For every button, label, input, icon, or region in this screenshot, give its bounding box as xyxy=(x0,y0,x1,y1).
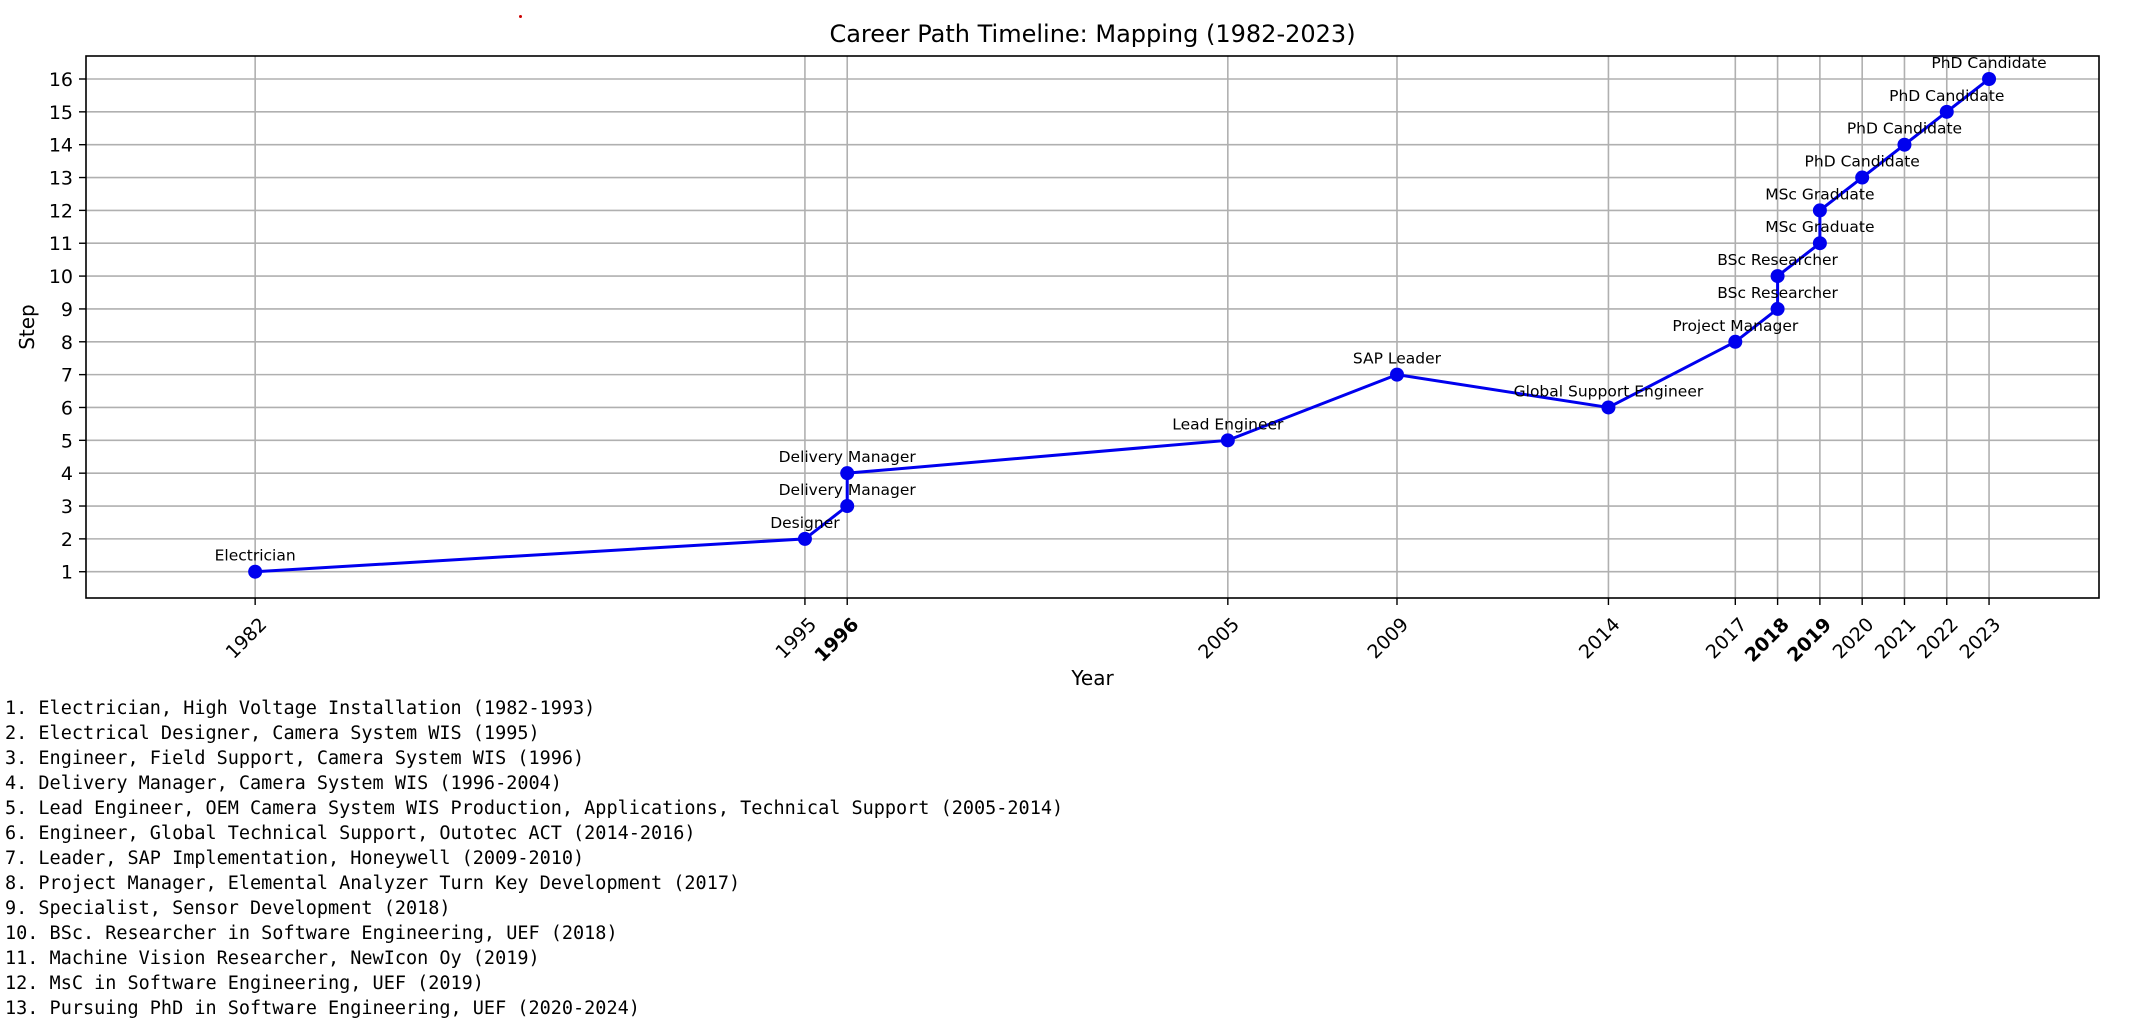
career-list-item: 5. Lead Engineer, OEM Camera System WIS … xyxy=(5,798,1064,819)
career-step-marker xyxy=(840,499,855,514)
y-tick-label: 13 xyxy=(49,168,73,190)
career-list-item: 9. Specialist, Sensor Development (2018) xyxy=(5,898,451,919)
y-tick-label: 14 xyxy=(49,135,73,157)
x-tick-label: 2009 xyxy=(1363,614,1413,664)
stray-red-dot xyxy=(519,15,522,18)
career-step-marker xyxy=(1939,104,1954,119)
x-tick-label: 2020 xyxy=(1829,614,1879,664)
career-path-line xyxy=(255,77,1990,574)
point-label: PhD Candidate xyxy=(1847,120,1962,138)
career-step-marker xyxy=(1601,400,1616,415)
point-label: Electrician xyxy=(215,547,296,565)
point-label: PhD Candidate xyxy=(1889,87,2004,105)
x-tick-label: 1996 xyxy=(810,614,863,667)
x-tick-label: 2014 xyxy=(1575,614,1625,664)
career-list-item: 13. Pursuing PhD in Software Engineering… xyxy=(5,998,640,1019)
point-label: PhD Candidate xyxy=(1805,153,1920,171)
chart-title: Career Path Timeline: Mapping (1982-2023… xyxy=(829,20,1355,48)
career-list-item: 8. Project Manager, Elemental Analyzer T… xyxy=(5,873,741,894)
y-tick-label: 16 xyxy=(49,69,73,91)
chart-area: 1 2 3 4 5 6 7 8 9 10 11 12 13 14 15 16 1982 1995 1996 2005 2… xyxy=(15,20,2100,690)
career-list-item: 6. Engineer, Global Technical Support, O… xyxy=(5,823,696,844)
career-step-marker xyxy=(1770,301,1785,316)
career-list-item: 3. Engineer, Field Support, Camera Syste… xyxy=(5,748,585,769)
y-tick-label: 9 xyxy=(61,299,73,321)
career-step-marker xyxy=(1770,269,1785,284)
y-tick-label: 7 xyxy=(61,365,73,387)
y-tick-label: 8 xyxy=(61,332,73,354)
x-tick-label: 2019 xyxy=(1783,614,1836,667)
y-tick-label: 11 xyxy=(49,233,73,255)
y-tick-label: 2 xyxy=(61,529,73,551)
career-list-item: 12. MsC in Software Engineering, UEF (20… xyxy=(5,973,484,994)
y-tick-label: 5 xyxy=(61,430,73,452)
x-tick-label: 2022 xyxy=(1913,614,1963,664)
y-axis-label: Step xyxy=(15,304,39,350)
career-step-marker xyxy=(1855,170,1870,185)
x-tick-label: 1995 xyxy=(771,614,821,664)
x-tick-label: 2018 xyxy=(1741,614,1794,667)
x-tick-label: 2005 xyxy=(1194,614,1244,664)
point-label: MSc Graduate xyxy=(1765,218,1874,236)
point-label: MSc Graduate xyxy=(1765,185,1874,203)
point-label: Global Support Engineer xyxy=(1514,382,1704,400)
point-label: Lead Engineer xyxy=(1172,415,1284,433)
career-step-marker xyxy=(797,531,812,546)
x-tick-label: 2023 xyxy=(1955,614,2005,664)
point-label: PhD Candidate xyxy=(1931,54,2046,72)
y-tick-label: 6 xyxy=(61,397,73,419)
career-step-marker xyxy=(1728,334,1743,349)
point-label: Project Manager xyxy=(1672,317,1799,335)
y-tick-label: 12 xyxy=(49,200,73,222)
y-tick-label: 1 xyxy=(61,562,73,584)
point-label: Delivery Manager xyxy=(779,448,917,466)
career-step-marker xyxy=(1812,203,1827,218)
career-list: 1. Electrician, High Voltage Installatio… xyxy=(5,696,1063,1021)
career-step-marker xyxy=(1220,433,1235,448)
y-tick-label: 10 xyxy=(49,266,73,288)
career-list-item: 10. BSc. Researcher in Software Engineer… xyxy=(5,923,618,944)
x-tick-label: 1982 xyxy=(222,614,272,664)
career-list-item: 7. Leader, SAP Implementation, Honeywell… xyxy=(5,848,585,869)
plot-frame xyxy=(85,55,2100,599)
career-list-item: 2. Electrical Designer, Camera System WI… xyxy=(5,723,540,744)
y-tick-label: 15 xyxy=(49,102,73,124)
point-label: SAP Leader xyxy=(1353,350,1442,368)
point-label: BSc Researcher xyxy=(1717,251,1838,269)
point-label: Designer xyxy=(770,514,840,532)
point-label: Delivery Manager xyxy=(779,481,917,499)
x-tick-label: 2017 xyxy=(1702,614,1752,664)
career-step-marker xyxy=(1897,137,1912,152)
y-tick-label: 3 xyxy=(61,496,73,518)
career-step-marker xyxy=(1812,236,1827,251)
career-step-marker xyxy=(1389,367,1404,382)
career-step-marker xyxy=(840,466,855,481)
career-list-item: 1. Electrician, High Voltage Installatio… xyxy=(5,698,596,719)
career-step-marker xyxy=(1982,71,1997,86)
point-label: BSc Researcher xyxy=(1717,284,1838,302)
y-tick-label: 4 xyxy=(61,463,73,485)
career-list-item: 11. Machine Vision Researcher, NewIcon O… xyxy=(5,948,540,969)
x-axis-label: Year xyxy=(1070,666,1114,690)
career-list-item: 4. Delivery Manager, Camera System WIS (… xyxy=(5,773,562,794)
x-tick-label: 2021 xyxy=(1871,614,1921,664)
career-step-marker xyxy=(248,564,263,579)
